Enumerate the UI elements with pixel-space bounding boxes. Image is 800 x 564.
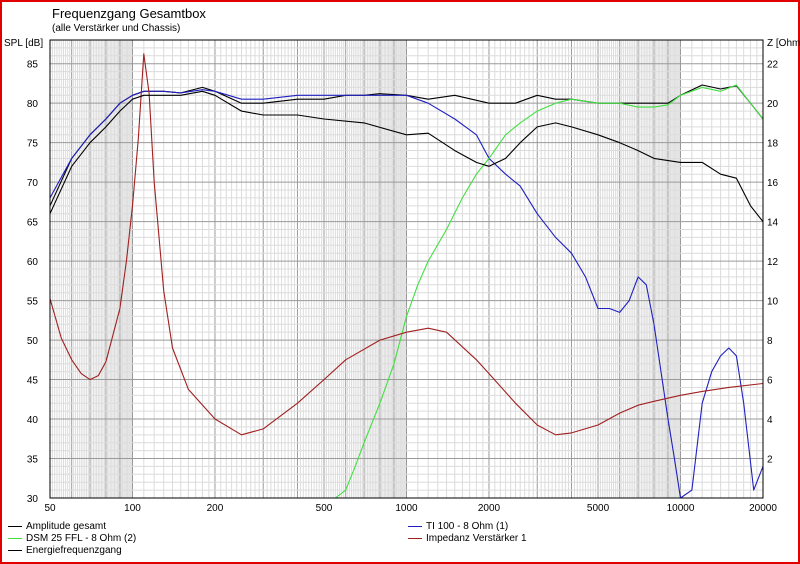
y-tick-label-right: 8 (767, 336, 773, 347)
tick-labels: 50 100 200 500 1000 2000 5000 10000 20000 30 35 40 4… (27, 60, 779, 514)
y-tick-label: 70 (27, 178, 39, 189)
legend-item: Energiefrequenzgang (8, 545, 122, 557)
y-tick-label: 55 (27, 297, 39, 308)
legend-swatch (408, 525, 422, 527)
grid (50, 40, 763, 498)
legend-swatch (8, 549, 22, 551)
y-tick-label-right: 6 (767, 376, 773, 387)
legend-label: DSM 25 FFL - 8 Ohm (2) (26, 533, 137, 544)
chart-title: Frequenzgang Gesamtbox (52, 6, 206, 21)
x-tick-label: 100 (124, 503, 141, 514)
legend-item: Amplitude gesamt (8, 521, 106, 533)
x-tick-label: 500 (316, 503, 333, 514)
legend-item: TI 100 - 8 Ohm (1) (408, 521, 508, 533)
y-tick-label-right: 20 (767, 99, 779, 110)
y-tick-label-right: 10 (767, 297, 779, 308)
x-tick-label: 1000 (395, 503, 418, 514)
legend-swatch (408, 537, 422, 539)
y-axis-label-left: SPL [dB] (4, 38, 44, 49)
x-tick-label: 200 (207, 503, 224, 514)
series-line-4 (49, 53, 764, 436)
y-tick-label: 80 (27, 99, 39, 110)
y-tick-label-right: 16 (767, 178, 779, 189)
legend-swatch (8, 537, 22, 539)
y-tick-label: 45 (27, 376, 39, 387)
y-tick-label: 30 (27, 494, 39, 505)
y-tick-label-right: 2 (767, 455, 773, 466)
chart-subtitle: (alle Verstärker und Chassis) (52, 23, 181, 34)
x-tick-label: 50 (44, 503, 56, 514)
legend-label: Impedanz Verstärker 1 (426, 533, 527, 544)
y-tick-label: 65 (27, 218, 39, 229)
y-tick-label: 60 (27, 257, 39, 268)
series-line-2 (49, 89, 764, 499)
series-line-3 (50, 84, 764, 499)
x-tick-label: 5000 (587, 503, 610, 514)
y-tick-label-right: 18 (767, 139, 779, 150)
plot-border (49, 39, 764, 499)
x-tick-label: 10000 (667, 503, 695, 514)
legend-item: DSM 25 FFL - 8 Ohm (2) (8, 533, 136, 545)
y-tick-label-right: 22 (767, 60, 779, 71)
y-tick-label-right: 4 (767, 415, 773, 426)
x-tick-label: 20000 (749, 503, 777, 514)
series-layer (49, 53, 764, 499)
y-tick-label: 85 (27, 60, 39, 71)
y-tick-label: 35 (27, 455, 39, 466)
y-axis-label-right: Z [Ohm] (767, 38, 800, 49)
y-tick-label: 50 (27, 336, 39, 347)
y-tick-label: 40 (27, 415, 39, 426)
series-line-5 (49, 90, 764, 222)
y-tick-label-right: 14 (767, 218, 779, 229)
legend-swatch (8, 525, 22, 527)
legend-label: Amplitude gesamt (26, 521, 107, 532)
x-tick-label: 2000 (478, 503, 501, 514)
legend-item: Impedanz Verstärker 1 (408, 533, 527, 545)
y-tick-label-right: 12 (767, 257, 779, 268)
y-tick-label: 75 (27, 139, 39, 150)
legend-label: Energiefrequenzgang (26, 545, 122, 556)
legend-label: TI 100 - 8 Ohm (1) (426, 521, 509, 532)
